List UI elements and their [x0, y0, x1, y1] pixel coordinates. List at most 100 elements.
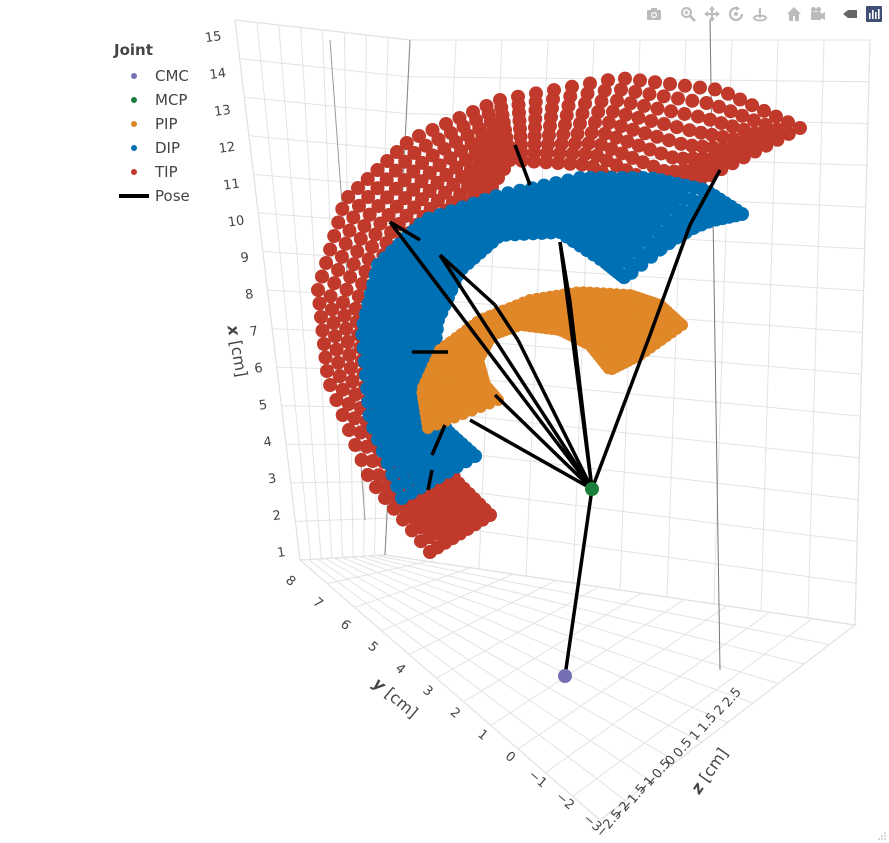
pose-line	[688, 169, 722, 226]
hover-toggle-icon[interactable]	[839, 4, 861, 24]
tip-point	[320, 364, 334, 378]
pose-line	[438, 254, 594, 490]
resize-grip-icon[interactable]	[877, 831, 887, 841]
pose-line	[426, 469, 434, 491]
tip-point	[329, 393, 344, 407]
tip-point	[406, 164, 421, 179]
tip-point	[347, 411, 362, 426]
tip-point	[365, 454, 380, 468]
zoom-icon[interactable]	[677, 4, 699, 24]
legend-label: PIP	[155, 115, 178, 133]
tip-point	[620, 134, 635, 149]
tip-point	[735, 108, 750, 123]
tip-point	[685, 93, 700, 108]
tip-point	[342, 348, 357, 362]
tip-point	[725, 156, 740, 171]
tip-point	[694, 125, 708, 140]
tip-point	[342, 423, 356, 437]
camera-view-icon[interactable]	[807, 4, 829, 24]
tip-point	[597, 83, 612, 98]
tip-point	[578, 146, 593, 161]
tip-point	[650, 129, 664, 144]
x-tick-label: 5	[258, 398, 268, 414]
turntable-rotation-icon[interactable]: z	[749, 4, 771, 24]
tip-point	[348, 387, 363, 402]
tip-point	[334, 249, 349, 264]
tip-point	[388, 163, 403, 178]
tip-point	[551, 156, 565, 170]
tip-point	[781, 115, 795, 130]
x-tick-label: 13	[213, 103, 231, 120]
dip-surface[interactable]	[355, 171, 749, 505]
tip-point	[721, 86, 735, 101]
tip-point	[357, 219, 372, 233]
legend-swatch	[114, 88, 154, 112]
cmc-marker[interactable]	[558, 669, 572, 683]
tip-point	[648, 75, 662, 90]
tip-point	[704, 127, 719, 142]
tip-point	[388, 181, 403, 196]
z-axis-title: z [cm]	[686, 744, 732, 798]
tip-point	[336, 295, 350, 310]
tip-point	[631, 138, 646, 153]
tip-point	[758, 117, 773, 132]
tip-point	[380, 190, 395, 205]
tip-point	[770, 132, 785, 147]
tip-point	[323, 378, 338, 392]
pose-lines[interactable]	[388, 144, 722, 677]
tip-point	[355, 277, 370, 291]
tip-point	[725, 119, 740, 134]
tip-point	[362, 207, 377, 222]
dip-point	[634, 257, 649, 272]
legend-item-pip[interactable]: PIP	[114, 112, 190, 136]
tip-point	[370, 181, 385, 196]
tip-point	[360, 468, 375, 482]
tip-point	[665, 150, 680, 165]
tip-point	[682, 123, 697, 138]
y-axis-title: y [cm]	[369, 674, 421, 722]
orbit-rotation-icon[interactable]	[725, 4, 747, 24]
plotly-logo-icon[interactable]	[863, 4, 885, 24]
tip-point	[769, 109, 783, 124]
mcp-marker[interactable]	[585, 482, 599, 496]
tip-point	[618, 71, 632, 86]
z-tick-label: 0.5	[671, 735, 696, 760]
y-tick-label: −1	[525, 767, 549, 791]
legend-label: Pose	[155, 187, 190, 205]
tip-point	[379, 172, 394, 187]
tip-point	[657, 117, 671, 132]
legend-item-dip[interactable]: DIP	[114, 136, 190, 160]
legend-item-mcp[interactable]: MCP	[114, 88, 190, 112]
legend: Joint CMC MCP PIP DIP TIP Pose	[114, 40, 190, 208]
tip-point	[354, 453, 369, 467]
tip-point	[623, 96, 638, 111]
tip-point	[703, 112, 717, 127]
tip-point	[736, 122, 751, 137]
x-tick-label: 6	[253, 361, 263, 377]
joint-markers[interactable]	[558, 482, 599, 683]
tip-point	[606, 104, 620, 119]
pose-line	[590, 334, 652, 490]
legend-item-cmc[interactable]: CMC	[114, 64, 190, 88]
tip-point	[315, 269, 330, 284]
tip-point	[674, 136, 688, 151]
pose-line	[648, 224, 692, 336]
dip-point	[673, 225, 688, 240]
tip-point	[715, 130, 730, 144]
pan-icon[interactable]	[701, 4, 723, 24]
legend-item-tip[interactable]: TIP	[114, 160, 190, 184]
y-tick-label: 2	[447, 705, 463, 722]
tip-point	[345, 374, 360, 389]
tip-point	[638, 126, 652, 141]
tip-point	[699, 96, 714, 111]
legend-item-pose[interactable]: Pose	[114, 184, 190, 208]
tip-point	[781, 126, 796, 141]
pose-line	[438, 253, 497, 307]
camera-icon[interactable]	[643, 4, 665, 24]
home-icon[interactable]	[783, 4, 805, 24]
tip-point	[745, 98, 759, 113]
tip-point	[315, 323, 330, 338]
pose-line	[493, 393, 594, 491]
tip-point	[604, 142, 619, 157]
